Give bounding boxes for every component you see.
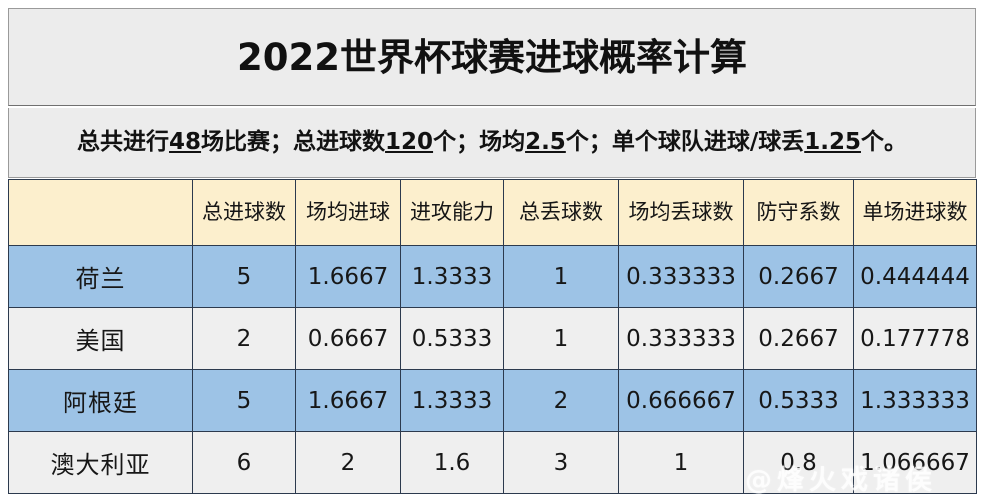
summary-seg-2: 场比赛；总进球数 xyxy=(201,129,386,155)
cell-total-goals[interactable]: 5 xyxy=(192,245,296,308)
title-banner: 2022世界杯球赛进球概率计算 xyxy=(8,8,976,106)
summary-total-matches: 48 xyxy=(169,129,202,155)
summary-goals-per-match: 2.5 xyxy=(525,129,566,155)
cell-team-name[interactable]: 美国 xyxy=(8,307,193,370)
cell-total-goals[interactable]: 6 xyxy=(192,431,296,494)
column-header-team[interactable] xyxy=(8,179,193,246)
cell-defense-coefficient[interactable]: 0.5333 xyxy=(743,369,854,432)
cell-single-match-goals[interactable]: 1.066667 xyxy=(853,431,977,494)
summary-seg-3: 个；场均 xyxy=(433,129,526,155)
column-header-defense-coefficient[interactable]: 防守系数 xyxy=(743,179,854,246)
cell-team-name[interactable]: 荷兰 xyxy=(8,245,193,308)
cell-team-name[interactable]: 澳大利亚 xyxy=(8,431,193,494)
cell-conceded-per-match[interactable]: 0.333333 xyxy=(618,307,744,370)
table-header: 总进球数 场均进球 进攻能力 总丢球数 场均丢球数 防守系数 单场进球数 xyxy=(8,179,977,246)
stats-table: 总进球数 场均进球 进攻能力 总丢球数 场均丢球数 防守系数 单场进球数 荷兰 … xyxy=(8,179,977,494)
cell-conceded-per-match[interactable]: 1 xyxy=(618,431,744,494)
cell-defense-coefficient[interactable]: 0.2667 xyxy=(743,245,854,308)
cell-goals-per-match[interactable]: 0.6667 xyxy=(295,307,401,370)
cell-total-conceded[interactable]: 1 xyxy=(503,307,619,370)
cell-goals-per-match[interactable]: 1.6667 xyxy=(295,369,401,432)
column-header-total-conceded[interactable]: 总丢球数 xyxy=(503,179,619,246)
cell-total-conceded[interactable]: 1 xyxy=(503,245,619,308)
summary-seg-5: 个。 xyxy=(860,129,907,155)
summary-banner: 总共进行48场比赛；总进球数120个；场均2.5个；单个球队进球/球丢1.25个… xyxy=(8,108,976,178)
table-row[interactable]: 阿根廷 5 1.6667 1.3333 2 0.666667 0.5333 1.… xyxy=(8,369,977,432)
cell-team-name[interactable]: 阿根廷 xyxy=(8,369,193,432)
table-row[interactable]: 美国 2 0.6667 0.5333 1 0.333333 0.2667 0.1… xyxy=(8,307,977,370)
column-header-attack-power[interactable]: 进攻能力 xyxy=(400,179,504,246)
cell-conceded-per-match[interactable]: 0.333333 xyxy=(618,245,744,308)
cell-single-match-goals[interactable]: 0.444444 xyxy=(853,245,977,308)
cell-attack-power[interactable]: 1.3333 xyxy=(400,369,504,432)
cell-goals-per-match[interactable]: 1.6667 xyxy=(295,245,401,308)
cell-single-match-goals[interactable]: 0.177778 xyxy=(853,307,977,370)
cell-attack-power[interactable]: 1.6 xyxy=(400,431,504,494)
table-body: 荷兰 5 1.6667 1.3333 1 0.333333 0.2667 0.4… xyxy=(8,245,977,494)
cell-defense-coefficient[interactable]: 0.2667 xyxy=(743,307,854,370)
column-header-conceded-per-match[interactable]: 场均丢球数 xyxy=(618,179,744,246)
cell-attack-power[interactable]: 1.3333 xyxy=(400,245,504,308)
column-header-single-match-goals[interactable]: 单场进球数 xyxy=(853,179,977,246)
summary-seg-1: 总共进行 xyxy=(77,129,170,155)
table-row[interactable]: 澳大利亚 6 2 1.6 3 1 0.8 1.066667 xyxy=(8,431,977,494)
cell-total-conceded[interactable]: 3 xyxy=(503,431,619,494)
cell-goals-per-match[interactable]: 2 xyxy=(295,431,401,494)
cell-total-conceded[interactable]: 2 xyxy=(503,369,619,432)
column-header-total-goals[interactable]: 总进球数 xyxy=(192,179,296,246)
cell-total-goals[interactable]: 5 xyxy=(192,369,296,432)
page-title: 2022世界杯球赛进球概率计算 xyxy=(237,35,747,79)
table-header-row: 总进球数 场均进球 进攻能力 总丢球数 场均丢球数 防守系数 单场进球数 xyxy=(8,179,977,246)
column-header-goals-per-match[interactable]: 场均进球 xyxy=(295,179,401,246)
cell-defense-coefficient[interactable]: 0.8 xyxy=(743,431,854,494)
summary-seg-4: 个；单个球队进球/球丢 xyxy=(565,129,805,155)
cell-total-goals[interactable]: 2 xyxy=(192,307,296,370)
summary-team-goals: 1.25 xyxy=(804,129,861,155)
cell-attack-power[interactable]: 0.5333 xyxy=(400,307,504,370)
cell-single-match-goals[interactable]: 1.333333 xyxy=(853,369,977,432)
summary-total-goals: 120 xyxy=(385,129,434,155)
table-row[interactable]: 荷兰 5 1.6667 1.3333 1 0.333333 0.2667 0.4… xyxy=(8,245,977,308)
summary-text: 总共进行48场比赛；总进球数120个；场均2.5个；单个球队进球/球丢1.25个… xyxy=(77,131,907,154)
cell-conceded-per-match[interactable]: 0.666667 xyxy=(618,369,744,432)
